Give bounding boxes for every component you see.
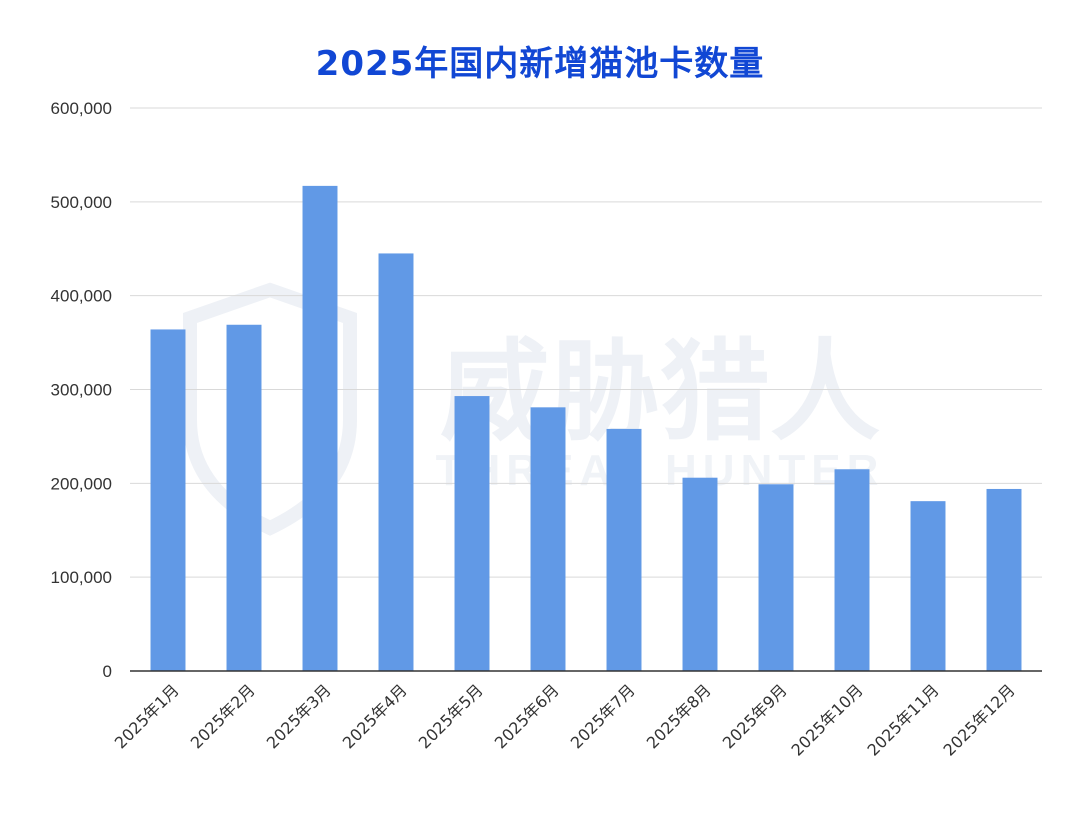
bar bbox=[302, 185, 338, 672]
bar bbox=[682, 477, 718, 671]
bar bbox=[530, 407, 566, 671]
x-tick-label: 2025年9月 bbox=[719, 680, 791, 752]
x-tick-label: 2025年5月 bbox=[415, 680, 487, 752]
x-tick-label: 2025年11月 bbox=[864, 680, 943, 759]
x-tick-label: 2025年7月 bbox=[567, 680, 639, 752]
bar bbox=[226, 324, 262, 671]
watermark: 威胁猎人 THREAT HUNTER bbox=[183, 282, 885, 536]
x-tick-label: 2025年8月 bbox=[643, 680, 715, 752]
bar bbox=[454, 396, 490, 671]
x-tick-label: 2025年3月 bbox=[263, 680, 335, 752]
bar bbox=[986, 488, 1022, 671]
bar bbox=[378, 253, 414, 672]
y-tick-label: 400,000 bbox=[51, 287, 112, 306]
y-tick-label: 100,000 bbox=[51, 568, 112, 587]
y-tick-label: 0 bbox=[103, 662, 112, 681]
x-tick-label: 2025年6月 bbox=[491, 680, 563, 752]
y-tick-label: 200,000 bbox=[51, 474, 112, 493]
y-axis: 0 100,000 200,000 300,000 400,000 500,000 600,… bbox=[51, 99, 112, 681]
x-axis: 2025年1月 2025年2月 2025年3月 2025年4月 2025年5月 2025年… bbox=[111, 670, 1042, 760]
x-tick-label: 2025年4月 bbox=[339, 680, 411, 752]
x-tick-label: 2025年2月 bbox=[187, 680, 259, 752]
bar bbox=[606, 428, 642, 671]
y-tick-label: 600,000 bbox=[51, 99, 112, 118]
watermark-sub: THREAT HUNTER bbox=[436, 446, 885, 495]
x-tick-label: 2025年1月 bbox=[111, 680, 183, 752]
bar bbox=[834, 469, 870, 671]
x-tick-label: 2025年10月 bbox=[788, 680, 867, 759]
y-tick-label: 500,000 bbox=[51, 193, 112, 212]
x-tick-label: 2025年12月 bbox=[940, 680, 1019, 759]
bar bbox=[150, 329, 186, 671]
bar bbox=[910, 501, 946, 671]
bar bbox=[758, 484, 794, 671]
gridlines bbox=[130, 107, 1042, 578]
watermark-main: 威胁猎人 bbox=[440, 328, 880, 456]
shield-icon bbox=[183, 282, 357, 536]
bars bbox=[150, 185, 1022, 672]
y-tick-label: 300,000 bbox=[51, 381, 112, 400]
chart-title: 2025年国内新增猫池卡数量 bbox=[315, 44, 765, 84]
